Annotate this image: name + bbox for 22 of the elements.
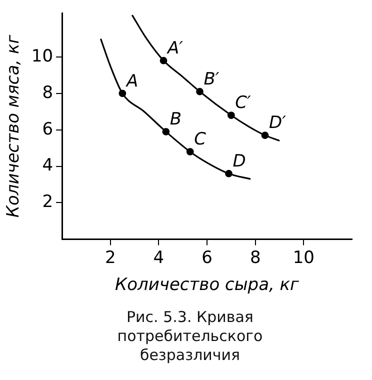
y-axis-title: Количество мяса, кг [4, 34, 24, 218]
x-tick-label: 2 [104, 248, 116, 268]
y-tick-label: 8 [42, 82, 54, 103]
annotation: A′ [166, 38, 184, 59]
annotation: A [125, 71, 138, 92]
x-axis-title: Количество сыра, кг [115, 275, 300, 296]
line-series [100, 38, 252, 180]
annotation: C [194, 130, 206, 150]
annotation: D′ [269, 113, 286, 134]
x-tick-label: 10 [292, 248, 314, 268]
x-tick-label: 4 [153, 248, 164, 268]
y-tick-label: 4 [42, 156, 54, 176]
annotation: C′ [235, 93, 252, 114]
y-tick-label: 2 [42, 192, 54, 212]
x-tick-label: 8 [250, 248, 261, 268]
y-tick-label: 6 [42, 119, 54, 140]
annotation: D [232, 152, 246, 172]
annotation: B [170, 110, 182, 130]
x-tick-label: 6 [202, 248, 212, 268]
text: Рис. 5.3. Кривая потребительского безразличия [116, 308, 264, 365]
annotation: B′ [204, 69, 220, 90]
y-tick-label: 10 [31, 46, 54, 66]
